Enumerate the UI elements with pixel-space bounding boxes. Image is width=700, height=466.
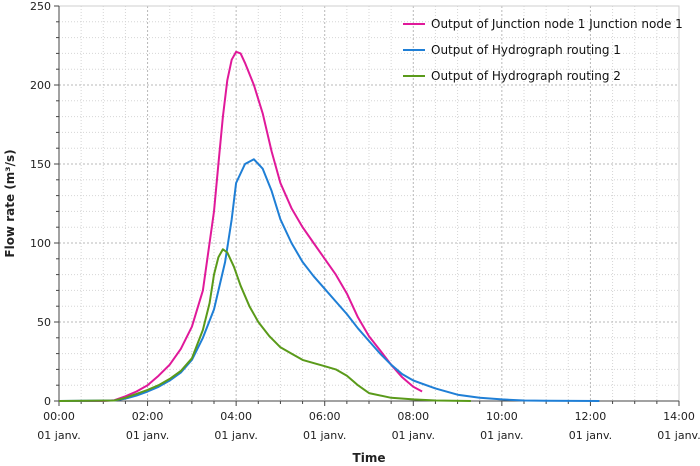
series-line-3	[58, 248, 471, 402]
legend-item-2[interactable]: Output of Hydrograph routing 1	[403, 43, 621, 57]
x-tick-label: 02:00	[132, 410, 164, 423]
y-tick-label: 250	[30, 0, 51, 13]
x-tick-date-label: 01 janv.	[392, 429, 435, 442]
x-tick-label: 00:00	[43, 410, 75, 423]
x-tick-label: 10:00	[486, 410, 518, 423]
series-line-2	[58, 158, 600, 402]
legend[interactable]: Output of Junction node 1 Junction node …	[403, 17, 683, 83]
x-tick-date-label: 01 janv.	[480, 429, 523, 442]
legend-label: Output of Hydrograph routing 1	[431, 43, 621, 57]
legend-label: Output of Hydrograph routing 2	[431, 69, 621, 83]
x-tick-label: 08:00	[397, 410, 429, 423]
x-tick-date-label: 01 janv.	[657, 429, 700, 442]
y-tick-label: 150	[30, 158, 51, 171]
x-tick-date-label: 01 janv.	[303, 429, 346, 442]
y-axis-title: Flow rate (m³/s)	[3, 149, 17, 257]
series-line-1	[59, 50, 423, 402]
x-tick-date-label: 01 janv.	[569, 429, 612, 442]
x-tick-label: 14:00	[663, 410, 695, 423]
y-tick-label: 50	[37, 316, 51, 329]
y-tick-label: 0	[44, 395, 51, 408]
legend-item-3[interactable]: Output of Hydrograph routing 2	[403, 69, 621, 83]
x-tick-date-label: 01 janv.	[37, 429, 80, 442]
x-tick-label: 04:00	[220, 410, 252, 423]
y-tick-label: 100	[30, 237, 51, 250]
series-layer	[58, 50, 600, 402]
y-axis: 0 50 100 150 200 250	[30, 0, 60, 408]
x-axis-title: Time	[353, 451, 386, 465]
y-tick-label: 200	[30, 79, 51, 92]
x-tick-label: 06:00	[309, 410, 341, 423]
x-axis: 00:00 01 janv. 02:00 01 janv. 04:00 01 janv. 0…	[37, 400, 700, 442]
legend-label: Output of Junction node 1 Junction node …	[431, 17, 683, 31]
legend-item-1[interactable]: Output of Junction node 1 Junction node …	[403, 17, 683, 31]
x-tick-label: 12:00	[575, 410, 607, 423]
x-tick-date-label: 01 janv.	[126, 429, 169, 442]
x-tick-date-label: 01 janv.	[214, 429, 257, 442]
